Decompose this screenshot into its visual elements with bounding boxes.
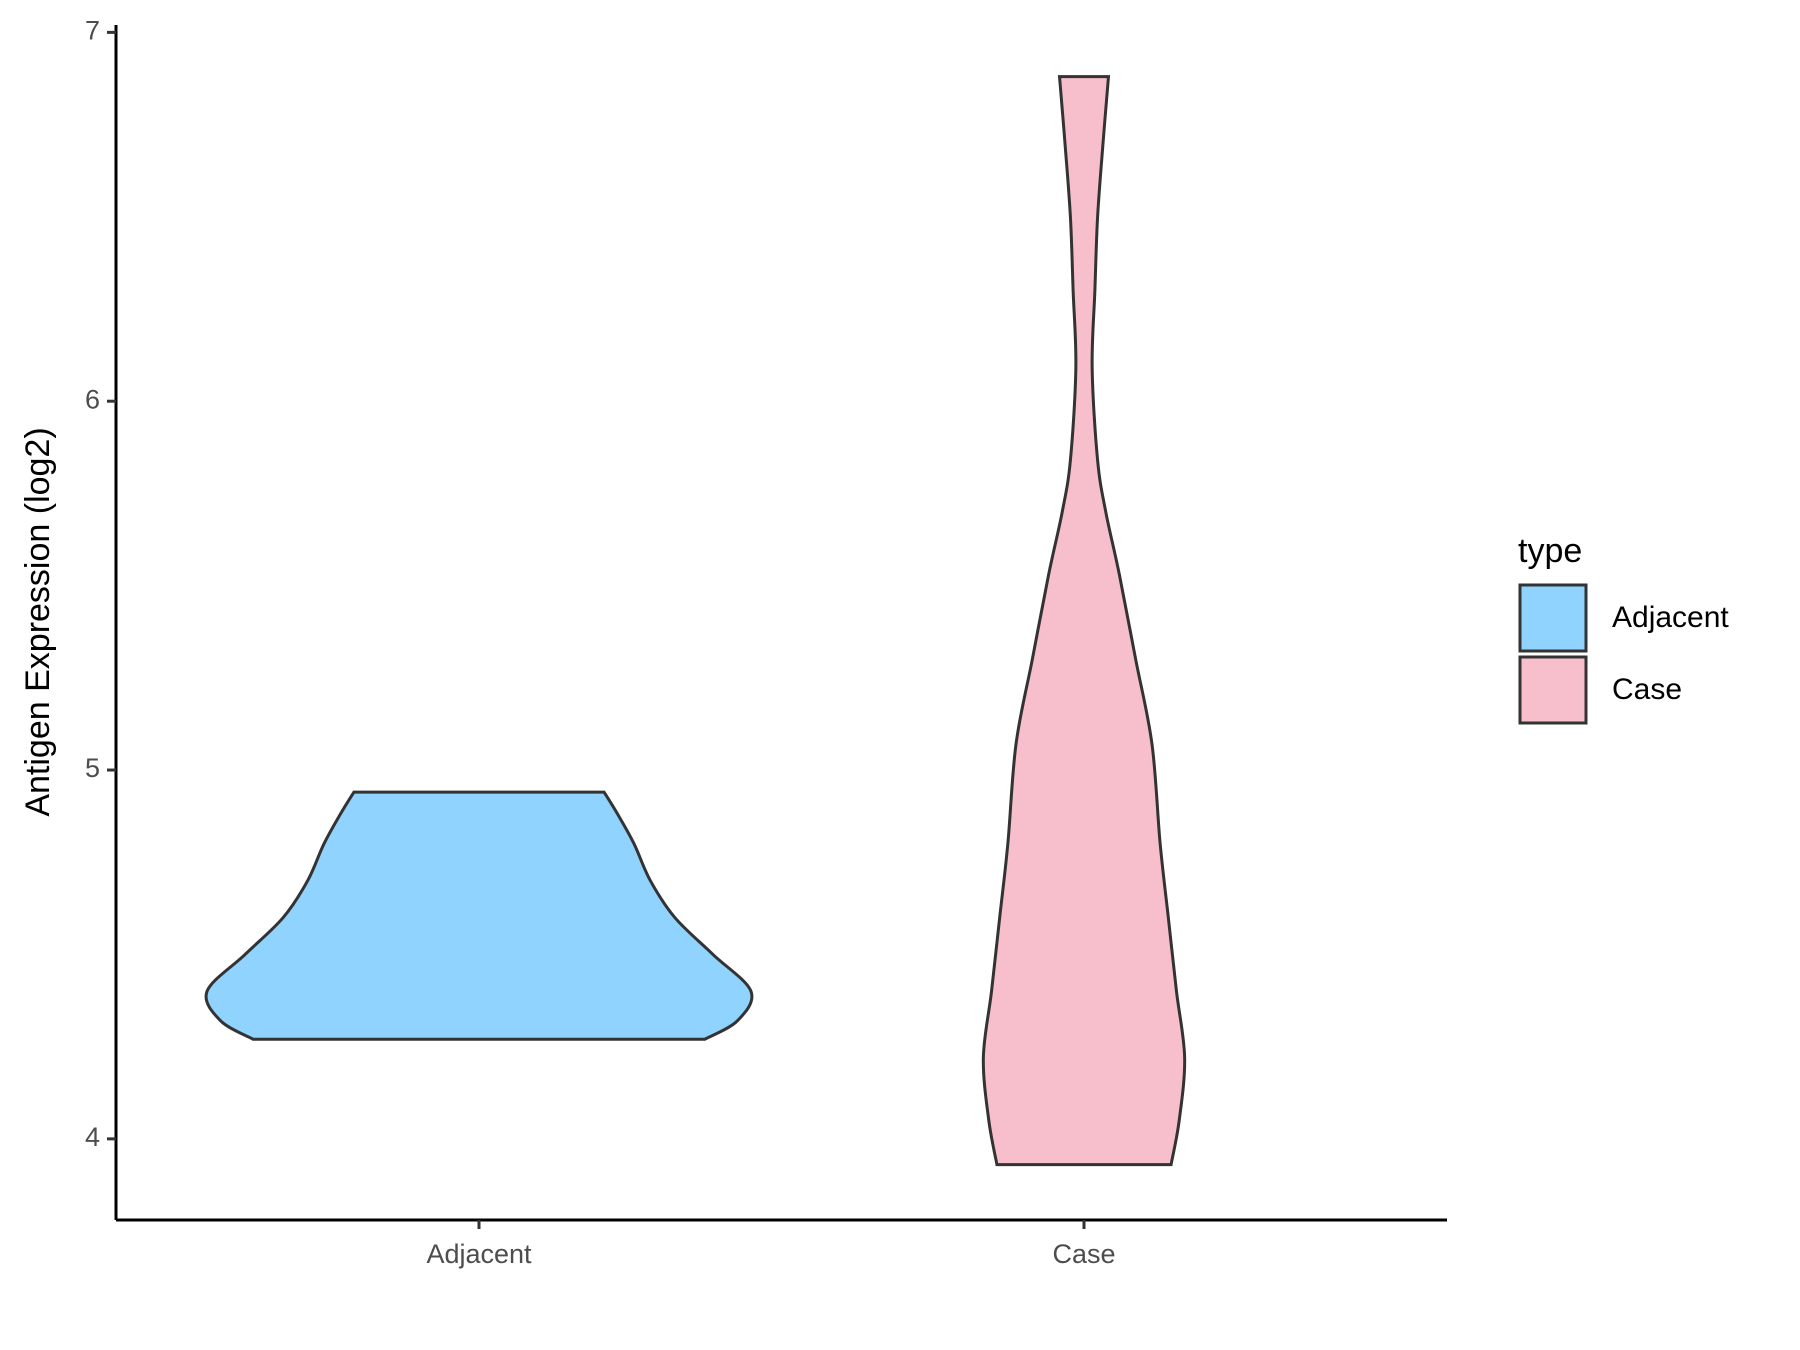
y-axis-title: Antigen Expression (log2) xyxy=(19,427,57,816)
x-tick-label: Adjacent xyxy=(426,1239,532,1269)
y-tick-label: 7 xyxy=(85,16,100,46)
y-tick-label: 4 xyxy=(85,1122,100,1152)
legend-label: Case xyxy=(1612,673,1682,706)
x-tick-label: Case xyxy=(1052,1239,1115,1269)
y-tick-label: 6 xyxy=(85,384,100,414)
legend-label: Adjacent xyxy=(1612,601,1729,634)
y-tick-label: 5 xyxy=(85,753,100,783)
legend-key xyxy=(1518,583,1588,653)
violin xyxy=(204,790,754,1041)
violin xyxy=(981,75,1187,1167)
legend-title: type xyxy=(1518,532,1582,570)
legend-key xyxy=(1518,655,1588,725)
